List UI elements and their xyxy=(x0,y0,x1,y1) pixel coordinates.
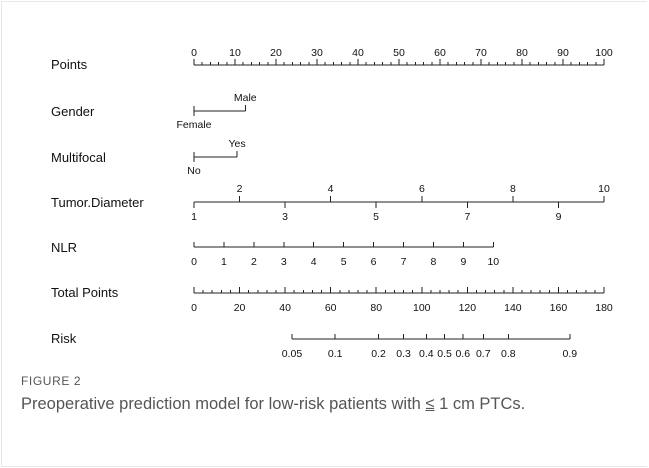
caption-text-end: 1 cm PTCs. xyxy=(434,395,526,413)
nlr-tick-label: 9 xyxy=(460,256,466,268)
nlr-tick-label: 4 xyxy=(311,256,317,268)
risk-tick-label: 0.9 xyxy=(563,348,578,360)
nlr-tick-label: 0 xyxy=(191,256,197,268)
points-tick-label: 0 xyxy=(191,47,197,59)
tumor-diameter-tick-label: 3 xyxy=(282,211,288,223)
nlr-tick-label: 7 xyxy=(401,256,407,268)
total-points-label: Total Points xyxy=(51,285,119,300)
total-points-tick-label: 180 xyxy=(595,302,613,314)
points-tick-label: 30 xyxy=(311,47,323,59)
tumor-diameter-tick-label: 8 xyxy=(510,183,516,195)
risk-label: Risk xyxy=(51,331,77,346)
multifocal-category-label: No xyxy=(187,165,201,177)
total-points-tick-label: 120 xyxy=(459,302,477,314)
total-points-tick-label: 60 xyxy=(325,302,337,314)
total-points-tick-label: 40 xyxy=(279,302,291,314)
risk-tick-label: 0.2 xyxy=(371,348,386,360)
nlr-tick-label: 10 xyxy=(487,256,499,268)
nlr-tick-label: 3 xyxy=(281,256,287,268)
total-points-tick-label: 0 xyxy=(191,302,197,314)
risk-tick-label: 0.3 xyxy=(396,348,411,360)
risk-tick-label: 0.6 xyxy=(455,348,470,360)
points-label: Points xyxy=(51,57,88,72)
tumor-diameter-tick-label: 6 xyxy=(419,183,425,195)
total-points-tick-label: 100 xyxy=(413,302,431,314)
points-tick-label: 50 xyxy=(393,47,405,59)
points-tick-label: 70 xyxy=(475,47,487,59)
risk-tick-label: 0.1 xyxy=(328,348,343,360)
gender-category-label: Male xyxy=(234,92,257,104)
points-tick-label: 40 xyxy=(352,47,364,59)
points-tick-label: 10 xyxy=(229,47,241,59)
gender-label: Gender xyxy=(51,104,95,119)
multifocal-category-label: Yes xyxy=(228,138,245,150)
nlr-label: NLR xyxy=(51,240,77,255)
figure-caption: Preoperative prediction model for low-ri… xyxy=(21,393,581,415)
total-points-tick-label: 80 xyxy=(370,302,382,314)
total-points-tick-label: 160 xyxy=(550,302,568,314)
tumor-diameter-tick-label: 4 xyxy=(328,183,334,195)
total-points-tick-label: 140 xyxy=(504,302,522,314)
tumor-diameter-label: Tumor.Diameter xyxy=(51,195,144,210)
nlr-tick-label: 6 xyxy=(371,256,377,268)
tumor-diameter-tick-label: 1 xyxy=(191,211,197,223)
points-tick-label: 80 xyxy=(516,47,528,59)
tumor-diameter-tick-label: 10 xyxy=(598,183,610,195)
points-tick-label: 60 xyxy=(434,47,446,59)
multifocal-label: Multifocal xyxy=(51,150,106,165)
points-tick-label: 100 xyxy=(595,47,613,59)
nlr-tick-label: 1 xyxy=(221,256,227,268)
figure-label: FIGURE 2 xyxy=(21,374,82,388)
points-tick-label: 20 xyxy=(270,47,282,59)
nlr-tick-label: 5 xyxy=(341,256,347,268)
tumor-diameter-tick-label: 9 xyxy=(556,211,562,223)
caption-symbol: ≤ xyxy=(425,395,435,413)
total-points-tick-label: 20 xyxy=(234,302,246,314)
risk-tick-label: 0.7 xyxy=(476,348,491,360)
gender-category-label: Female xyxy=(176,119,211,131)
risk-tick-label: 0.4 xyxy=(419,348,434,360)
tumor-diameter-tick-label: 5 xyxy=(373,211,379,223)
tumor-diameter-tick-label: 2 xyxy=(237,183,243,195)
nlr-tick-label: 2 xyxy=(251,256,257,268)
points-tick-label: 90 xyxy=(557,47,569,59)
risk-tick-label: 0.05 xyxy=(282,348,303,360)
nlr-tick-label: 8 xyxy=(431,256,437,268)
tumor-diameter-tick-label: 7 xyxy=(465,211,471,223)
caption-text-start: Preoperative prediction model for low-ri… xyxy=(21,395,426,413)
risk-tick-label: 0.8 xyxy=(501,348,516,360)
risk-tick-label: 0.5 xyxy=(437,348,452,360)
